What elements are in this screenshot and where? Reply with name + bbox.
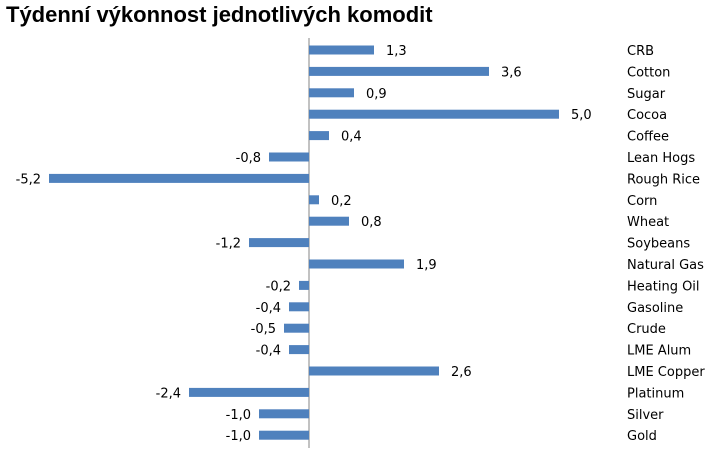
data-label: -1,0 xyxy=(226,408,251,423)
bar xyxy=(309,88,354,98)
category-label: Cotton xyxy=(627,65,670,80)
bar xyxy=(284,323,309,333)
bar xyxy=(289,345,309,355)
data-label: 2,6 xyxy=(451,365,472,380)
bar xyxy=(269,152,309,162)
category-label: Gasoline xyxy=(627,301,683,316)
data-label: 0,8 xyxy=(361,215,382,230)
bar xyxy=(259,430,309,440)
bar xyxy=(299,280,309,290)
bar xyxy=(309,109,559,119)
category-label: Sugar xyxy=(627,87,666,102)
category-label: LME Copper xyxy=(627,365,705,380)
bar xyxy=(309,66,489,76)
category-label: Lean Hogs xyxy=(627,151,695,166)
data-label: -0,2 xyxy=(266,279,291,294)
data-label: 1,9 xyxy=(416,258,437,273)
category-label: Wheat xyxy=(627,215,669,230)
bar xyxy=(189,387,309,397)
category-label: Cocoa xyxy=(627,108,667,123)
data-label: -0,5 xyxy=(251,322,276,337)
bar xyxy=(49,173,309,183)
category-label: Corn xyxy=(627,194,657,209)
data-label: -1,0 xyxy=(226,429,251,444)
bar xyxy=(309,366,439,376)
category-label: Heating Oil xyxy=(627,279,700,294)
data-label: -0,8 xyxy=(236,151,261,166)
bar xyxy=(309,195,319,205)
category-label: Crude xyxy=(627,322,666,337)
bar xyxy=(309,259,404,269)
data-label: 5,0 xyxy=(571,108,592,123)
data-label: 0,4 xyxy=(341,130,362,145)
data-label: -0,4 xyxy=(256,301,281,316)
category-label: Coffee xyxy=(627,130,669,145)
category-label: Silver xyxy=(627,408,664,423)
data-label: -1,2 xyxy=(216,237,241,252)
data-label: -2,4 xyxy=(156,386,181,401)
chart-title: Týdenní výkonnost jednotlivých komodit xyxy=(6,2,433,27)
data-label: 1,3 xyxy=(386,44,407,59)
data-label: 0,9 xyxy=(366,87,387,102)
bar xyxy=(309,216,349,226)
bar xyxy=(309,45,374,55)
data-label: 0,2 xyxy=(331,194,352,209)
category-label: Soybeans xyxy=(627,237,690,252)
category-label: CRB xyxy=(627,44,654,59)
bar xyxy=(309,131,329,141)
bar xyxy=(249,238,309,248)
category-label: LME Alum xyxy=(627,344,691,359)
data-label: 3,6 xyxy=(501,65,522,80)
category-label: Platinum xyxy=(627,386,684,401)
category-label: Natural Gas xyxy=(627,258,704,273)
category-label: Gold xyxy=(627,429,657,444)
bar xyxy=(259,409,309,419)
category-label: Rough Rice xyxy=(627,172,700,187)
data-label: -0,4 xyxy=(256,344,281,359)
bar xyxy=(289,302,309,312)
data-label: -5,2 xyxy=(16,172,41,187)
